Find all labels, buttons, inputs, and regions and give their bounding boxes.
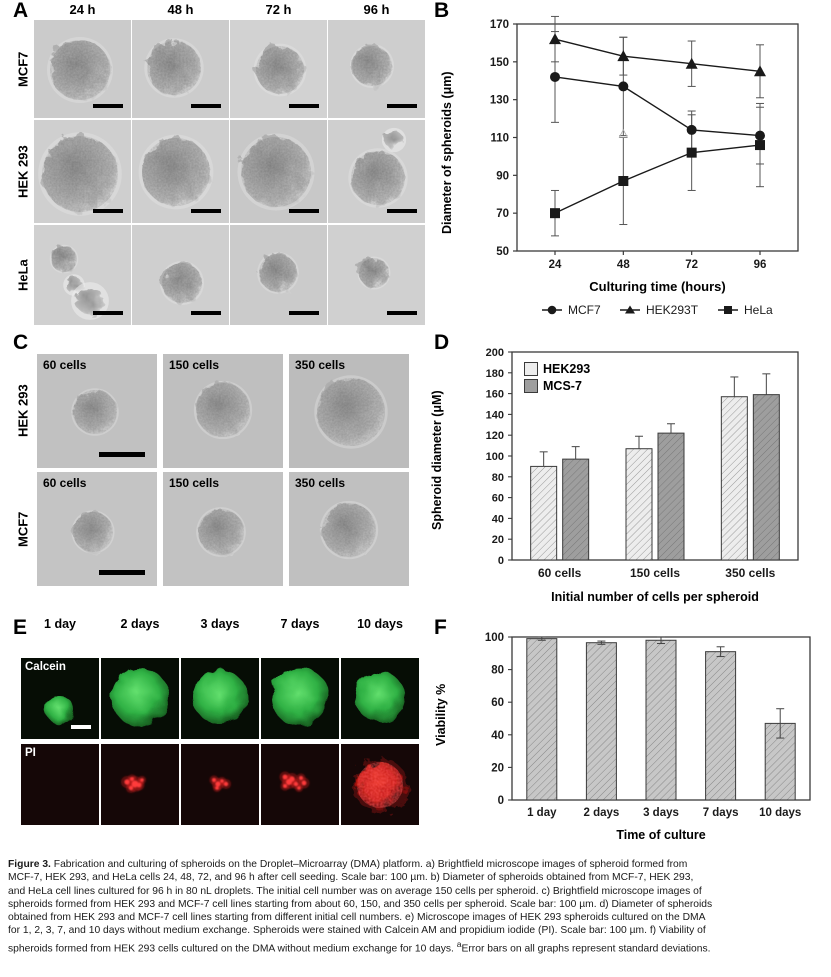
- svg-text:3 days: 3 days: [643, 807, 679, 819]
- svg-text:50: 50: [496, 246, 509, 258]
- svg-text:48: 48: [617, 259, 630, 271]
- svg-text:150: 150: [490, 57, 509, 69]
- svg-text:160: 160: [486, 389, 504, 401]
- svg-text:2 days: 2 days: [583, 807, 619, 819]
- svg-text:1 day: 1 day: [527, 807, 557, 819]
- svg-text:96: 96: [754, 259, 767, 271]
- svg-text:20: 20: [491, 762, 504, 774]
- svg-text:40: 40: [492, 513, 504, 525]
- svg-text:40: 40: [491, 730, 504, 742]
- svg-text:60: 60: [492, 493, 504, 505]
- svg-text:60 cells: 60 cells: [538, 566, 582, 580]
- svg-text:20: 20: [492, 534, 504, 546]
- svg-text:200: 200: [486, 347, 504, 359]
- svg-text:70: 70: [496, 208, 509, 220]
- svg-text:24: 24: [549, 259, 562, 271]
- svg-text:80: 80: [492, 472, 504, 484]
- svg-text:72: 72: [685, 259, 698, 271]
- svg-text:100: 100: [486, 451, 504, 463]
- svg-text:7 days: 7 days: [703, 807, 739, 819]
- svg-text:HeLa: HeLa: [744, 303, 773, 317]
- svg-text:170: 170: [490, 19, 509, 31]
- svg-text:60: 60: [491, 697, 504, 709]
- svg-text:350 cells: 350 cells: [725, 566, 775, 580]
- svg-text:0: 0: [498, 795, 504, 807]
- svg-text:120: 120: [486, 430, 504, 442]
- svg-text:130: 130: [490, 95, 509, 107]
- svg-text:0: 0: [498, 555, 504, 567]
- svg-text:140: 140: [486, 409, 504, 421]
- svg-text:10 days: 10 days: [759, 807, 801, 819]
- svg-text:90: 90: [496, 170, 509, 182]
- svg-text:HEK293T: HEK293T: [646, 303, 699, 317]
- svg-text:MCF7: MCF7: [568, 303, 601, 317]
- svg-text:150 cells: 150 cells: [630, 566, 680, 580]
- svg-text:80: 80: [491, 665, 504, 677]
- svg-text:100: 100: [485, 632, 504, 644]
- svg-text:110: 110: [490, 133, 509, 145]
- svg-text:180: 180: [486, 368, 504, 380]
